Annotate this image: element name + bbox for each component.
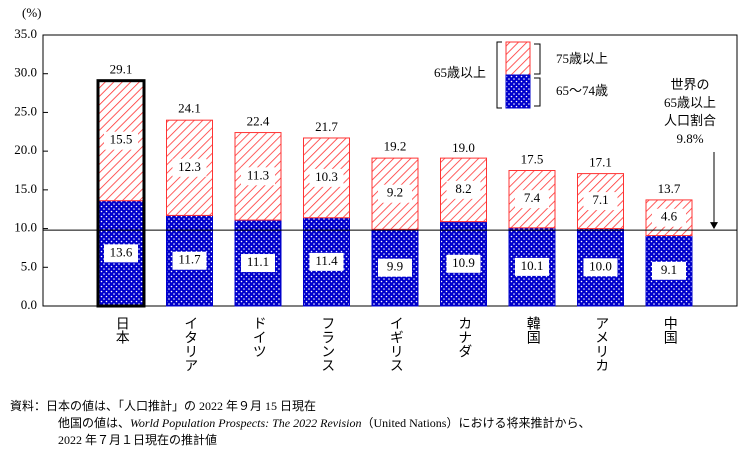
x-tick-label: イタリア [182,316,197,372]
reference-label: 人口割合 [664,113,716,128]
x-tick-label: フランス [319,316,334,372]
total-label: 19.0 [452,140,475,155]
y-tick-label: 10.0 [14,220,37,235]
value-label: 10.1 [521,258,544,273]
value-label-bg [583,258,618,277]
value-label: 7.4 [524,190,541,205]
legend-swatch [505,41,531,76]
y-tick-label: 35.0 [14,26,37,41]
value-label: 11.1 [247,254,269,269]
value-label-bg [378,184,412,203]
reference-label: 9.8% [676,131,703,146]
value-label-bg [172,158,207,177]
x-tick-label: カナダ [456,316,471,358]
value-label-bg [309,252,344,271]
y-tick-label: 5.0 [21,258,37,273]
total-label: 19.2 [384,138,407,153]
value-label: 7.1 [592,192,608,207]
legend-bracket [534,43,541,75]
value-label: 11.4 [315,253,338,268]
value-label-bg [241,167,275,186]
value-label-bg [515,190,549,209]
value-label-bg [378,258,412,277]
y-tick-label: 0.0 [21,297,37,312]
value-label: 9.1 [661,262,677,277]
value-label: 9.2 [387,185,403,200]
value-label: 12.3 [178,159,201,174]
legend-group-label: 65歳以上 [434,65,486,80]
total-label: 21.7 [315,119,338,134]
total-label: 24.1 [178,100,201,115]
bar-highlight [96,79,146,308]
note: 資料：日本の値は、「人口推計」の 2022 年９月 15 日現在 [10,398,316,413]
value-label-bg [446,180,481,199]
value-label-bg [104,131,138,150]
value-label-bg [241,254,275,273]
value-label-bg [446,254,481,273]
reference-label: 65歳以上 [664,95,716,110]
value-label-bg [172,251,207,270]
y-tick-label: 30.0 [14,65,37,80]
value-label: 11.3 [247,167,269,182]
legend-label: 65～74歳 [556,83,608,98]
note: 他国の値は、World Population Prospects: The 20… [58,415,590,430]
value-label: 10.9 [452,255,475,270]
value-label: 10.3 [315,169,338,184]
value-label-bg [104,244,138,263]
value-label: 4.6 [661,209,678,224]
legend-label: 75歳以上 [556,51,608,66]
y-tick-label: 25.0 [14,103,37,118]
value-label-bg [309,168,344,187]
value-label: 15.5 [110,132,133,147]
x-tick-label: 中国 [662,316,677,344]
y-tick-label: 20.0 [14,142,37,157]
total-label: 29.1 [110,62,133,77]
y-unit: (%) [22,5,42,20]
value-label-bg [652,208,686,227]
legend-swatch [505,74,531,109]
total-label: 17.1 [589,155,612,170]
legend-bracket [496,41,502,109]
legend-bracket [534,77,541,107]
reference-arrowhead [710,222,718,230]
total-label: 17.5 [521,151,544,166]
value-label-bg [583,192,618,211]
x-tick-label: 日本 [114,316,130,344]
total-label: 22.4 [247,114,270,129]
x-tick-label: 韓国 [525,316,541,344]
value-label-bg [515,257,549,276]
value-label-bg [652,261,686,280]
y-tick-label: 15.0 [14,181,37,196]
note: 2022 年７月１日現在の推計値 [58,432,217,447]
value-label: 9.9 [387,259,403,274]
value-label: 10.0 [589,258,612,273]
value-label: 8.2 [455,181,471,196]
reference-label: 世界の [670,77,709,92]
value-label: 13.6 [110,244,133,259]
x-tick-label: ドイツ [251,316,266,358]
x-tick-label: アメリカ [593,316,608,372]
value-label: 11.7 [178,252,201,267]
total-label: 13.7 [658,181,681,196]
x-tick-label: イギリス [388,316,403,372]
